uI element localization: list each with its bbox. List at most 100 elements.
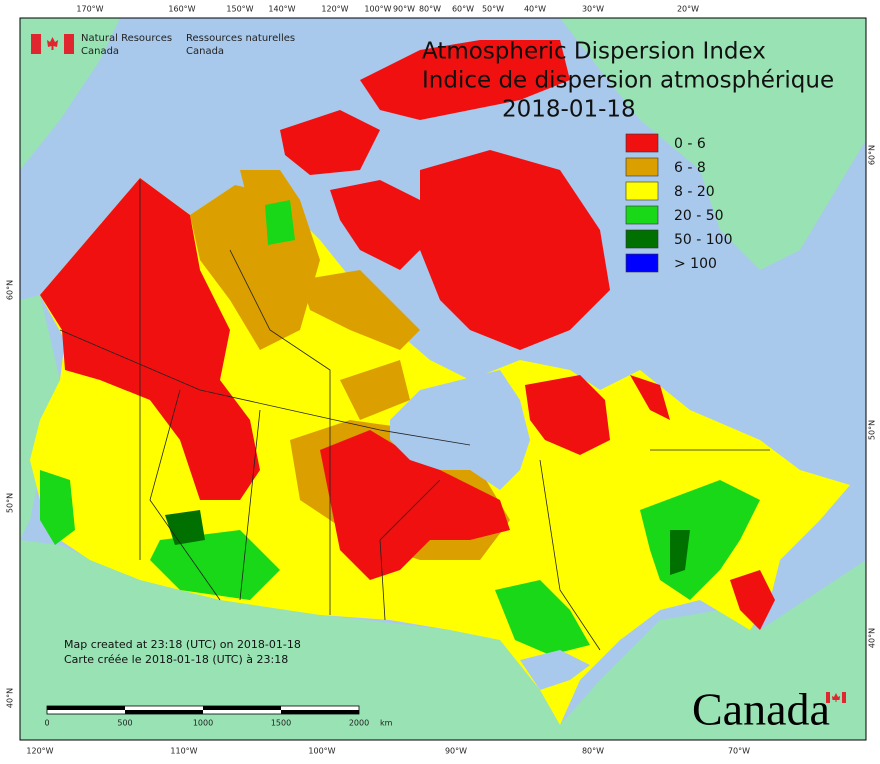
flag-bar — [31, 34, 41, 54]
legend-swatch — [625, 253, 659, 273]
flag-bar — [842, 692, 846, 703]
lon-label: 20°W — [677, 5, 699, 14]
zone-0-6 — [40, 178, 260, 500]
graticule-top: 170°W 160°W 150°W 140°W 120°W 100°W 90°W… — [76, 5, 699, 14]
border — [379, 479, 441, 621]
baffin-island — [420, 150, 610, 350]
border — [539, 459, 601, 651]
maple-leaf — [47, 37, 58, 50]
lon-label: 80°W — [582, 747, 604, 756]
lon-label: 140°W — [268, 5, 295, 14]
scale-label: 500 — [117, 719, 132, 728]
great-lakes — [520, 650, 590, 690]
lon-label: 120°W — [321, 5, 348, 14]
usa — [20, 540, 866, 740]
scale-label: 0 — [44, 719, 49, 728]
zone-20-50 — [265, 200, 295, 245]
lon-label: 90°W — [445, 747, 467, 756]
legend-swatch — [625, 229, 659, 249]
graticule-bottom: 120°W 110°W 100°W 90°W 80°W 70°W — [26, 747, 750, 756]
scale-label: 1000 — [193, 719, 213, 728]
lat-label: 40°N — [868, 628, 877, 648]
legend-swatch — [625, 157, 659, 177]
zone-0-6 — [525, 375, 610, 455]
scale-bar: 0 500 1000 1500 2000 km — [44, 705, 393, 728]
border — [149, 389, 221, 601]
lon-label: 60°W — [452, 5, 474, 14]
lon-label: 90°W — [393, 5, 415, 14]
maple-leaf — [832, 693, 840, 702]
agency-name: Canada — [81, 46, 119, 57]
borders — [59, 180, 770, 651]
lon-label: 30°W — [582, 5, 604, 14]
graticule-right: 60°N 50°N 40°N — [868, 145, 877, 648]
scale-segment — [203, 706, 281, 710]
legend: 0 - 6 6 - 8 8 - 20 20 - 50 50 - 100 > 100 — [625, 133, 733, 273]
scale-unit: km — [380, 719, 393, 728]
border — [229, 249, 331, 615]
legend-label: 20 - 50 — [674, 208, 724, 224]
frame — [19, 17, 867, 741]
zone-20-50 — [150, 530, 280, 600]
lon-label: 50°W — [482, 5, 504, 14]
agency-name: Natural Resources — [81, 33, 172, 44]
land-northwest — [20, 18, 120, 170]
lon-label: 160°W — [168, 5, 195, 14]
lon-label: 100°W — [364, 5, 391, 14]
scale-label: 2000 — [349, 719, 369, 728]
legend-label: 0 - 6 — [674, 136, 706, 152]
zone-20-50 — [495, 580, 590, 655]
legend-swatch — [625, 133, 659, 153]
border — [59, 329, 471, 446]
lon-label: 70°W — [728, 747, 750, 756]
border — [239, 409, 261, 601]
agency-name: Ressources naturelles — [186, 33, 295, 44]
legend-swatch — [625, 205, 659, 225]
arctic-island — [360, 40, 570, 120]
zone-6-8 — [300, 270, 420, 350]
arctic-island — [280, 110, 380, 175]
title-en: Atmospheric Dispersion Index — [422, 39, 766, 65]
alaska — [20, 295, 60, 540]
lon-label: 120°W — [26, 747, 53, 756]
hudson-bay — [390, 370, 530, 490]
lat-label: 60°N — [6, 280, 15, 300]
lon-label: 100°W — [308, 747, 335, 756]
legend-swatch — [625, 181, 659, 201]
lat-label: 60°N — [868, 145, 877, 165]
lon-label: 110°W — [170, 747, 197, 756]
lon-label: 80°W — [419, 5, 441, 14]
scale-segment — [47, 706, 125, 710]
credit-en: Map created at 23:18 (UTC) on 2018-01-18 — [64, 638, 301, 651]
lon-label: 170°W — [76, 5, 103, 14]
wordmark: Canada — [692, 684, 830, 735]
legend-label: > 100 — [674, 256, 717, 272]
agency-signature: Natural Resources Canada Ressources natu… — [31, 33, 295, 57]
arctic-island — [330, 180, 430, 270]
zone-6-8 — [340, 360, 410, 420]
credit-fr: Carte créée le 2018-01-18 (UTC) à 23:18 — [64, 653, 288, 666]
legend-label: 6 - 8 — [674, 160, 706, 176]
legend-label: 50 - 100 — [674, 232, 733, 248]
lat-label: 50°N — [6, 493, 15, 513]
lat-label: 50°N — [868, 420, 877, 440]
flag-bar — [826, 692, 830, 703]
lon-label: 150°W — [226, 5, 253, 14]
scale-label: 1500 — [271, 719, 291, 728]
greenland — [560, 18, 866, 270]
flag-bar — [64, 34, 74, 54]
agency-name: Canada — [186, 46, 224, 57]
graticule-left: 60°N 50°N 40°N — [6, 280, 15, 708]
title-date: 2018-01-18 — [502, 97, 636, 123]
zone-0-6 — [730, 570, 775, 630]
zone-20-50 — [40, 470, 75, 545]
zone-0-6 — [630, 375, 670, 420]
lon-label: 40°W — [524, 5, 546, 14]
scale-segment — [281, 710, 359, 714]
scale-segment — [125, 710, 203, 714]
legend-label: 8 - 20 — [674, 184, 715, 200]
title-fr: Indice de dispersion atmosphérique — [422, 68, 834, 94]
lat-label: 40°N — [6, 688, 15, 708]
wordmark-flag — [826, 692, 846, 703]
